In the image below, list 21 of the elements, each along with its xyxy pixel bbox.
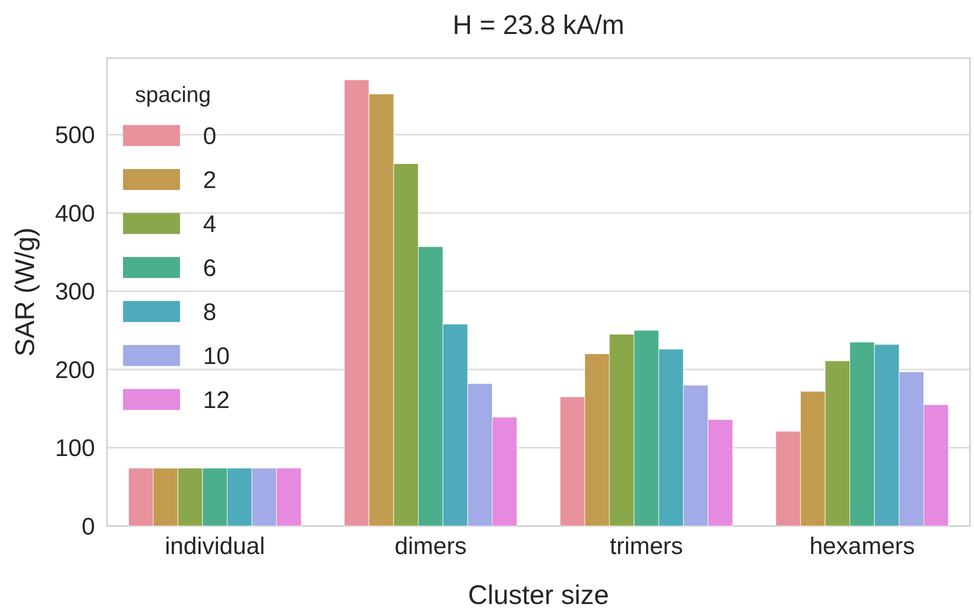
y-tick-label: 100: [54, 435, 95, 462]
legend-label: 8: [203, 299, 216, 326]
x-tick-label: dimers: [394, 533, 467, 560]
legend-title: spacing: [135, 82, 211, 107]
y-tick-label: 400: [54, 200, 95, 228]
x-axis-title: Cluster size: [468, 580, 610, 610]
x-tick-label: hexamers: [809, 533, 915, 560]
y-tick-label: 200: [54, 356, 95, 384]
y-tick-label: 300: [54, 278, 95, 306]
legend-label: 6: [203, 255, 216, 282]
legend-label: 2: [203, 167, 216, 194]
legend-label: 0: [203, 123, 216, 150]
legend-label: 12: [203, 387, 230, 414]
legend-label: 10: [203, 343, 230, 370]
x-tick-label: trimers: [610, 533, 684, 560]
chart-title: H = 23.8 kA/m: [452, 10, 624, 40]
y-tick-label: 0: [82, 513, 95, 540]
y-axis-title: SAR (W/g): [10, 227, 40, 357]
x-tick-label: individual: [164, 533, 265, 560]
y-tick-label: 500: [54, 122, 95, 150]
legend-label: 4: [203, 211, 216, 238]
